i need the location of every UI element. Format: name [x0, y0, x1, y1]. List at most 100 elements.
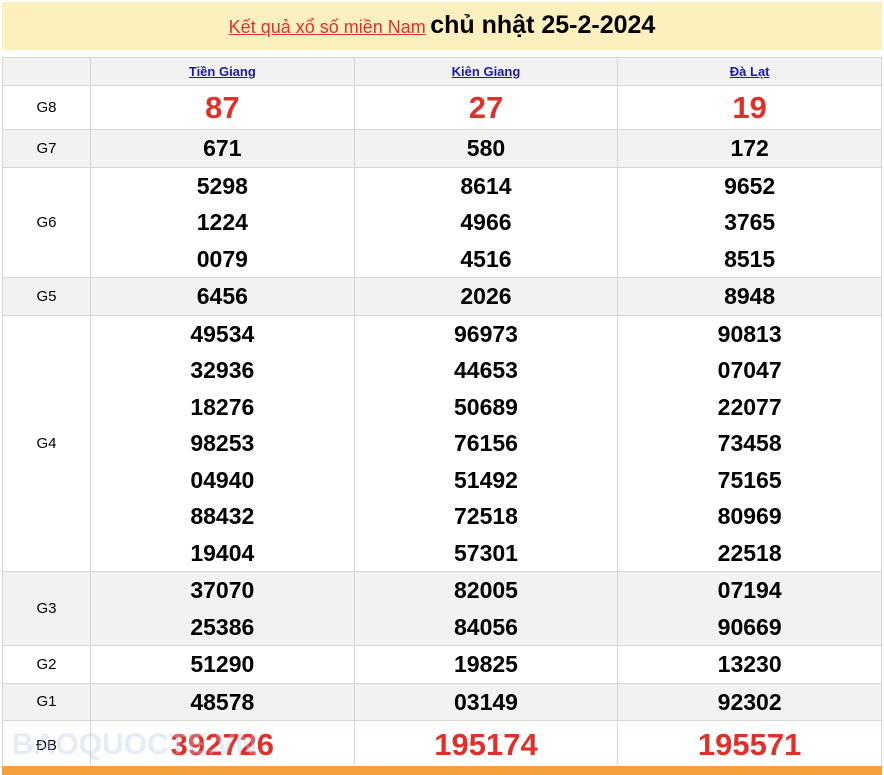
title-link[interactable]: Kết quả xổ số miền Nam [228, 17, 426, 37]
prize-cell: 2026 [353, 277, 619, 316]
prize-number: 88432 [190, 503, 255, 529]
prize-cell: 48578 [90, 682, 355, 721]
prize-label: G3 [2, 571, 91, 646]
province-link[interactable]: Kiên Giang [451, 64, 521, 79]
prize-row: G8 87 27 19 [2, 85, 882, 130]
prize-label: G7 [2, 129, 91, 168]
prize-number: 84056 [454, 613, 518, 640]
prize-number: 32936 [190, 357, 255, 383]
prize-number: 4966 [460, 209, 512, 235]
prize-number: 19 [732, 90, 767, 125]
prize-number: 51492 [454, 466, 518, 493]
prize-number: 195174 [434, 727, 538, 762]
prize-number: 4516 [460, 245, 512, 272]
prize-number: 13230 [717, 651, 782, 677]
title-banner: Kết quả xổ số miền Nam chủ nhật 25-2-202… [2, 2, 882, 50]
prize-number: 5298 [196, 172, 248, 199]
prize-row: G2 51290 19825 13230 [2, 645, 882, 684]
prize-cell: 27 [353, 85, 619, 130]
province-link[interactable]: Tiền Giang [188, 64, 256, 79]
prize-number: 19825 [454, 651, 518, 677]
prize-cell: 03149 [353, 682, 619, 721]
prize-number: 07194 [717, 577, 782, 603]
prize-number: 50689 [454, 393, 518, 420]
prize-number: 96973 [454, 320, 518, 347]
prize-cell: 13230 [617, 645, 882, 684]
prize-number: 80969 [717, 503, 782, 529]
province-header: Đà Lạt [617, 57, 882, 86]
prize-number: 580 [466, 135, 506, 161]
prize-number: 37070 [190, 577, 255, 603]
prize-cell: 172 [617, 129, 882, 168]
prize-number: 195571 [697, 727, 802, 762]
prize-number: 22077 [717, 393, 782, 420]
prize-number: 671 [203, 135, 242, 161]
prize-number: 04940 [190, 466, 255, 493]
province-header: Kiên Giang [353, 57, 619, 86]
title-date: chủ nhật 25-2-2024 [430, 11, 656, 39]
prize-label: G6 [2, 166, 91, 278]
prize-label: G4 [2, 314, 91, 572]
prize-number: 19404 [190, 539, 255, 566]
prize-row: G4 49534 32936 18276 98253 04940 88432 19404 969… [2, 314, 882, 572]
prize-number: 18276 [190, 393, 255, 420]
prize-number: 3765 [724, 209, 776, 235]
prize-number: 22518 [717, 539, 782, 566]
prize-cell: 9652 3765 8515 [617, 166, 882, 278]
prize-label: G8 [2, 85, 91, 130]
prize-number: 87 [205, 90, 240, 125]
prize-label: G5 [2, 277, 91, 316]
prize-cell: 195571 [617, 720, 882, 770]
prize-number: 1224 [196, 209, 248, 235]
prize-number: 49534 [190, 320, 255, 347]
prize-cell: 92302 [617, 682, 882, 721]
prize-number: 57301 [454, 539, 518, 566]
prize-number: 82005 [454, 577, 518, 603]
prize-cell: 5298 1224 0079 [90, 166, 355, 278]
prize-row: G6 5298 1224 0079 8614 4966 4516 9652 3765 8515 [2, 166, 882, 278]
prize-cell: 6456 [90, 277, 355, 316]
prize-cell: 671 [90, 129, 355, 168]
prize-cell: 392726 [90, 720, 355, 770]
bottom-bar [2, 766, 882, 775]
prize-row: G1 48578 03149 92302 [2, 682, 882, 721]
prize-number: 2026 [460, 283, 512, 309]
prize-number: 0079 [196, 245, 248, 272]
prize-number: 8614 [460, 172, 512, 199]
prize-number: 51290 [190, 651, 255, 677]
prize-number: 25386 [190, 613, 255, 640]
prize-number: 6456 [196, 283, 248, 309]
province-header: Tiền Giang [90, 57, 355, 86]
prize-label: G1 [2, 682, 91, 721]
prize-number: 8515 [724, 245, 776, 272]
prize-number: 90813 [717, 320, 782, 347]
prize-label: G2 [2, 645, 91, 684]
table-header-row: Tiền Giang Kiên Giang Đà Lạt [2, 57, 882, 86]
prize-cell: 37070 25386 [90, 571, 355, 646]
prize-number: 9652 [724, 172, 776, 199]
prize-cell: 07194 90669 [617, 571, 882, 646]
province-link[interactable]: Đà Lạt [729, 64, 770, 79]
prize-number: 03149 [454, 688, 518, 715]
results-table: Tiền Giang Kiên Giang Đà Lạt G8 87 27 19 G7 6… [2, 57, 882, 770]
prize-number: 75165 [717, 466, 782, 493]
prize-cell: 51290 [90, 645, 355, 684]
prize-cell: 49534 32936 18276 98253 04940 88432 19404 [90, 314, 355, 572]
prize-number: 07047 [717, 357, 782, 383]
prize-number: 98253 [190, 430, 255, 456]
header-empty-cell [2, 57, 91, 86]
prize-cell: 19825 [353, 645, 619, 684]
prize-number: 392726 [170, 727, 275, 762]
prize-number: 90669 [717, 613, 782, 640]
prize-number: 8948 [724, 283, 776, 309]
prize-cell: 90813 07047 22077 73458 75165 80969 22518 [617, 314, 882, 572]
prize-number: 76156 [454, 430, 518, 456]
prize-label: ĐB [2, 720, 91, 770]
prize-number: 172 [730, 135, 769, 161]
prize-cell: 82005 84056 [353, 571, 619, 646]
prize-cell: 19 [617, 85, 882, 130]
prize-number: 27 [468, 90, 504, 125]
prize-cell: 195174 [353, 720, 619, 770]
prize-number: 44653 [454, 357, 518, 383]
prize-number: 72518 [454, 503, 518, 529]
